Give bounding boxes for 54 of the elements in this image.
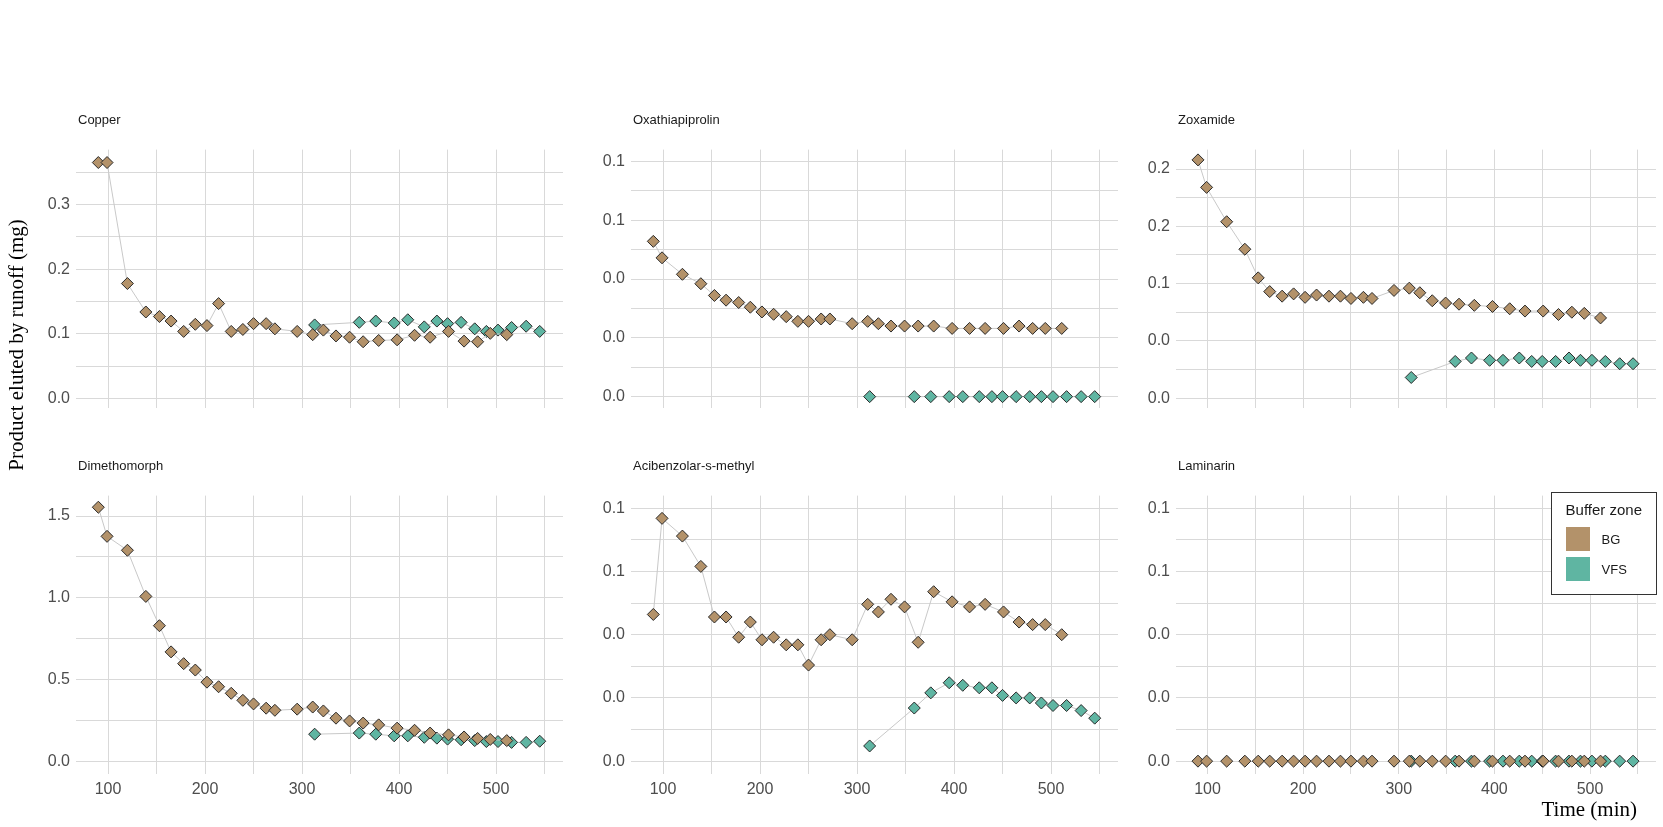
y-tick-label: 0.0 xyxy=(1147,688,1171,706)
y-tick-label: 0.0 xyxy=(1147,751,1171,769)
y-tick-label: 0.3 xyxy=(47,195,71,212)
x-tick-label: 200 xyxy=(746,779,774,797)
x-tick-label: 500 xyxy=(1576,779,1604,797)
y-tick-label: 0.0 xyxy=(602,688,626,706)
y-axis-title: Product eluted by runoff (mg) xyxy=(3,219,29,471)
y-tick-label: 0.1 xyxy=(1147,498,1171,516)
y-tick-label: 0.1 xyxy=(602,151,626,169)
y-tick-label: 1.0 xyxy=(47,588,71,606)
y-tick-label: 0.0 xyxy=(1147,388,1171,406)
x-tick-label: 500 xyxy=(1037,779,1065,797)
x-axis-title: Time (min) xyxy=(1541,797,1637,822)
x-tick-label: 400 xyxy=(1481,779,1508,797)
y-tick-label: 0.0 xyxy=(602,269,626,287)
y-tick-label: 0.2 xyxy=(1147,216,1171,234)
y-tick-label: 0.1 xyxy=(47,324,71,342)
y-tick-label: 0.1 xyxy=(602,561,626,579)
y-tick-label: 1.5 xyxy=(47,506,71,524)
x-tick-label: 100 xyxy=(94,779,122,797)
y-tick-label: 0.0 xyxy=(602,328,626,346)
legend-title: Buffer zone xyxy=(1565,501,1642,518)
y-tick-label: 0.1 xyxy=(1147,561,1171,579)
y-tick-label: 0.0 xyxy=(602,387,626,405)
y-tick-label: 0.0 xyxy=(602,751,626,769)
y-tick-label: 0.0 xyxy=(1147,625,1171,643)
chart-title: Zoxamide xyxy=(1178,112,1236,127)
chart-title: Acibenzolar-s-methyl xyxy=(633,458,755,473)
x-tick-label: 400 xyxy=(940,779,968,797)
x-tick-label: 200 xyxy=(1289,779,1317,797)
y-tick-label: 0.0 xyxy=(602,625,626,643)
x-tick-label: 300 xyxy=(1385,779,1413,797)
legend-label: VFS xyxy=(1601,561,1627,577)
y-tick-label: 0.0 xyxy=(47,389,71,407)
x-tick-label: 100 xyxy=(649,779,677,797)
legend-label: BG xyxy=(1601,531,1621,547)
y-tick-label: 0.0 xyxy=(47,751,71,769)
x-tick-label: 300 xyxy=(288,779,316,797)
y-tick-label: 0.1 xyxy=(602,498,626,516)
y-tick-label: 0.1 xyxy=(602,210,626,228)
x-tick-label: 400 xyxy=(385,779,413,797)
x-tick-label: 300 xyxy=(843,779,871,797)
x-tick-label: 500 xyxy=(482,779,510,797)
chart-title: Dimethomorph xyxy=(78,458,164,473)
x-tick-label: 200 xyxy=(191,779,219,797)
chart-title: Laminarin xyxy=(1178,458,1236,473)
chart-title: Oxathiapiprolin xyxy=(633,112,720,127)
chart-title: Copper xyxy=(78,112,121,127)
y-tick-label: 0.2 xyxy=(47,259,71,277)
x-tick-label: 100 xyxy=(1194,779,1221,797)
y-tick-label: 0.1 xyxy=(1147,273,1171,291)
y-tick-label: 0.5 xyxy=(47,670,71,688)
y-tick-label: 0.0 xyxy=(1147,331,1171,349)
y-tick-label: 0.2 xyxy=(1147,159,1171,177)
